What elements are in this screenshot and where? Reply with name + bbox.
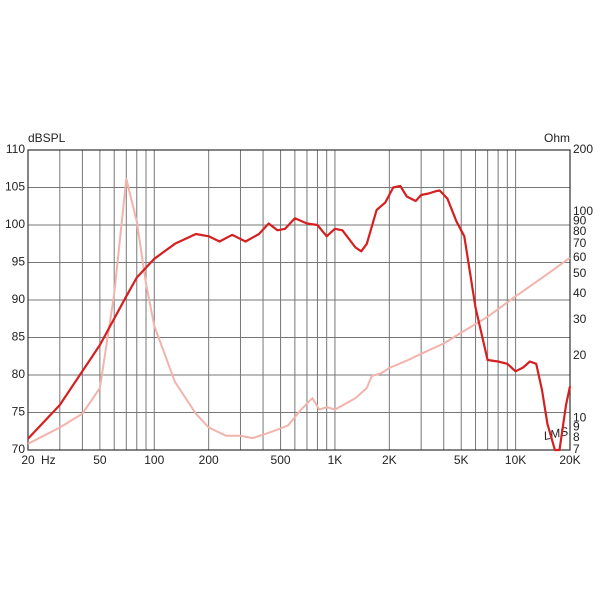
x-tick-label: 100 xyxy=(144,453,164,467)
x-tick-label: 20K xyxy=(559,453,580,467)
y-tick-label: 85 xyxy=(12,330,26,344)
series-line xyxy=(27,177,571,445)
plot-frame xyxy=(27,149,571,451)
y-tick-label: 105 xyxy=(5,180,25,194)
y2-tick-label: 100 xyxy=(573,204,593,218)
x-tick-label: 5K xyxy=(454,453,469,467)
series-line xyxy=(27,184,572,452)
y-tick-label: 100 xyxy=(5,217,25,231)
y2-tick-label: 7 xyxy=(573,442,580,456)
x-tick-label: 10K xyxy=(505,453,526,467)
y-tick-label: 70 xyxy=(12,442,26,456)
y-tick-label: 110 xyxy=(6,142,25,156)
y2-tick-label: 20 xyxy=(573,348,587,362)
y2-tick-label: 60 xyxy=(573,250,587,264)
x-tick-label: 2K xyxy=(382,453,397,467)
y2-tick-label: 8 xyxy=(573,430,580,444)
y2-tick-label: 70 xyxy=(573,236,587,250)
y2-tick-label: 200 xyxy=(573,142,593,156)
y2-tick-label: 40 xyxy=(573,286,587,300)
y-tick-label: 95 xyxy=(12,255,26,269)
y2-tick-label: 30 xyxy=(573,312,587,326)
y-axis-label: dBSPL xyxy=(28,131,66,145)
x-tick-label: 200 xyxy=(199,453,219,467)
y2-tick-label: 90 xyxy=(573,214,587,228)
y2-tick-label: 10 xyxy=(573,410,587,424)
x-tick-label: 1K xyxy=(328,453,343,467)
y-tick-label: 75 xyxy=(12,405,26,419)
y-tick-label: 80 xyxy=(12,367,26,381)
x-axis-label: Hz xyxy=(41,453,56,467)
x-tick-label: 20 xyxy=(21,453,35,467)
x-tick-label: 500 xyxy=(271,453,291,467)
y2-tick-label: 50 xyxy=(573,266,587,280)
y-tick-label: 90 xyxy=(12,292,26,306)
y2-tick-label: 80 xyxy=(573,224,587,238)
x-tick-label: 50 xyxy=(93,453,107,467)
y2-axis-label: Ohm xyxy=(544,131,570,145)
y2-tick-label: 9 xyxy=(573,420,580,434)
